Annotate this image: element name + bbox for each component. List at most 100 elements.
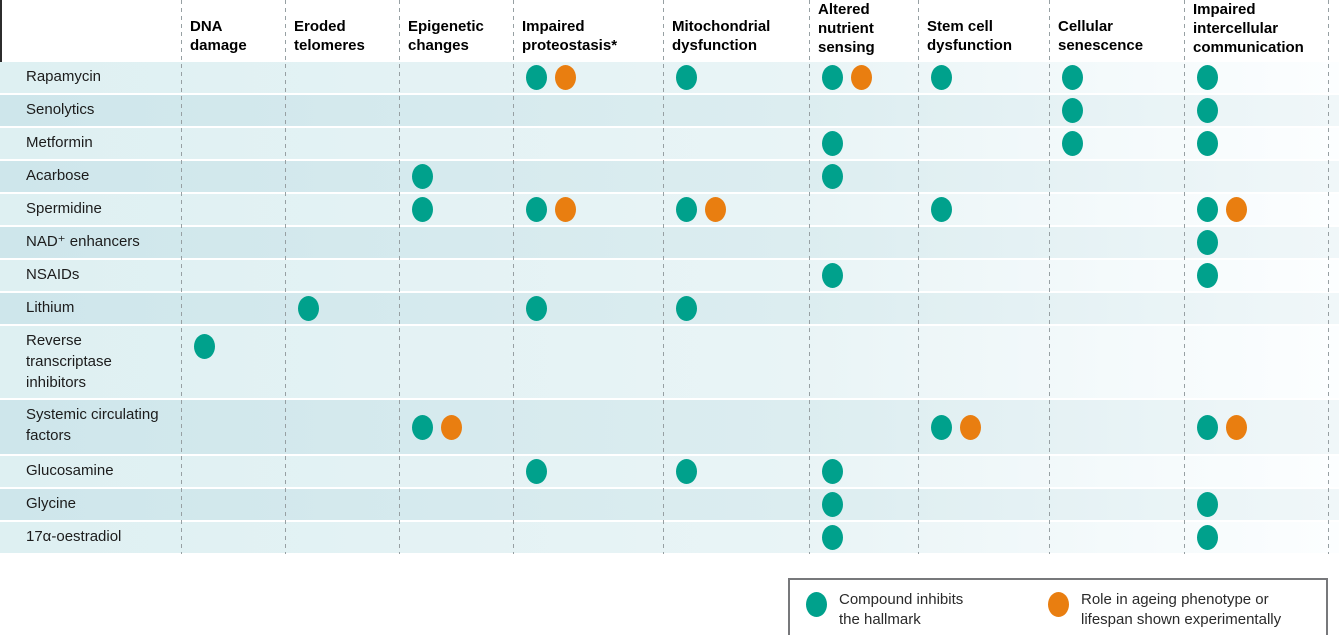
column-header-dna-damage: DNA damage [190,17,247,55]
teal-dot-icon [676,65,697,90]
row-label: Rapamycin [26,68,102,85]
teal-dot-icon [806,592,827,617]
row-band: Systemic circulating factors [0,400,1339,454]
column-header-impaired-proteostasis: Impaired proteostasis* [522,17,617,55]
row-band: Rapamycin [0,62,1339,93]
teal-dot-icon [931,197,952,222]
teal-dot-icon [1197,230,1218,255]
column-header-line: telomeres [294,37,365,54]
column-header-line: Mitochondrial [672,18,771,35]
row-label: Spermidine [26,200,102,217]
column-header-line: Epigenetic [408,18,484,35]
orange-dot-icon [960,414,981,440]
teal-dot-icon [298,296,319,321]
row-label: NAD⁺ enhancers [26,233,140,250]
legend-label-experimental: Role in ageing phenotype or lifespan sho… [1081,590,1281,630]
row-label: Glucosamine [26,462,114,479]
row-band: Acarbose [0,161,1339,192]
column-header-stem-cell-dysfunction: Stem cell dysfunction [927,17,1012,55]
column-header-line: Impaired [1193,1,1256,18]
column-header-line: Eroded [294,18,346,35]
column-header-eroded-telomeres: Eroded telomeres [294,17,365,55]
row-band: NAD⁺ enhancers [0,227,1339,258]
row-label: Reverse transcriptase inhibitors [26,332,112,391]
teal-dot-icon [822,459,843,484]
column-header-line: dysfunction [672,37,757,54]
teal-dot-icon [822,164,843,189]
column-separator-line [399,0,400,554]
row-label: Lithium [26,299,75,316]
teal-dot-icon [822,492,843,517]
teal-dot-icon [822,525,843,550]
orange-dot-icon [851,65,872,90]
orange-dot-icon [555,65,576,90]
legend-label-line: Role in ageing phenotype or [1081,591,1269,608]
teal-dot-icon [822,65,843,90]
row-band: Glucosamine [0,456,1339,487]
teal-dot-icon [1197,525,1218,550]
teal-dot-icon [822,131,843,156]
teal-dot-icon [676,197,697,222]
legend-label-line: the hallmark [839,611,921,628]
teal-dot-icon [1062,131,1083,156]
teal-dot-icon [931,65,952,90]
row-band: Reverse transcriptase inhibitors [0,326,1339,398]
teal-dot-icon [1062,98,1083,123]
column-header-impaired-intercellular-communication: Impaired intercellular communication [1193,0,1304,57]
teal-dot-icon [526,65,547,90]
row-band: Senolytics [0,95,1339,126]
teal-dot-icon [1062,65,1083,90]
teal-dot-icon [822,263,843,288]
teal-dot-icon [526,296,547,321]
orange-dot-icon [441,414,462,440]
column-separator-line [513,0,514,554]
column-header-line: senescence [1058,37,1144,54]
column-separator-line [1328,0,1329,554]
column-header-line: damage [190,37,247,54]
teal-dot-icon [676,296,697,321]
teal-dot-icon [412,164,433,189]
column-header-altered-nutrient-sensing: Altered nutrient sensing [818,0,875,57]
column-header-epigenetic-changes: Epigenetic changes [408,17,484,55]
teal-dot-icon [526,459,547,484]
row-label: Systemic circulating factors [26,406,159,444]
teal-dot-icon [1197,414,1218,440]
column-header-line: proteostasis* [522,37,618,54]
column-header-line: communication [1193,39,1304,56]
row-band: NSAIDs [0,260,1339,291]
column-header-line: DNA [190,18,223,35]
column-header-line: Altered [818,1,870,18]
teal-dot-icon [1197,65,1218,90]
teal-dot-icon [526,197,547,222]
legend-label-inhibits: Compound inhibits the hallmark [839,590,963,630]
orange-dot-icon [1226,414,1247,440]
orange-dot-icon [1048,592,1069,617]
row-label: Glycine [26,495,77,512]
row-label: 17α-oestradiol [26,528,122,545]
row-band: Lithium [0,293,1339,324]
column-header-line: Impaired [522,18,585,35]
orange-dot-icon [555,197,576,222]
legend-label-line: Compound inhibits [839,591,964,608]
column-header-line: Stem cell [927,18,993,35]
teal-dot-icon [931,414,952,440]
row-band: Glycine [0,489,1339,520]
legend-item-inhibits: Compound inhibits the hallmark [806,590,963,630]
column-separator-line [1049,0,1050,554]
teal-dot-icon [412,414,433,440]
row-label: Senolytics [26,101,95,118]
header-left-border [0,0,2,62]
legend-box: Compound inhibits the hallmark Role in a… [788,578,1328,635]
legend-label-line: lifespan shown experimentally [1081,611,1282,628]
legend-item-experimental: Role in ageing phenotype or lifespan sho… [1048,590,1281,630]
column-header-line: Cellular [1058,18,1114,35]
orange-dot-icon [705,197,726,222]
column-header-line: dysfunction [927,37,1012,54]
column-header-line: intercellular [1193,20,1279,37]
row-band: Spermidine [0,194,1339,225]
column-separator-line [663,0,664,554]
teal-dot-icon [1197,131,1218,156]
column-separator-line [918,0,919,554]
column-separator-line [285,0,286,554]
teal-dot-icon [1197,263,1218,288]
